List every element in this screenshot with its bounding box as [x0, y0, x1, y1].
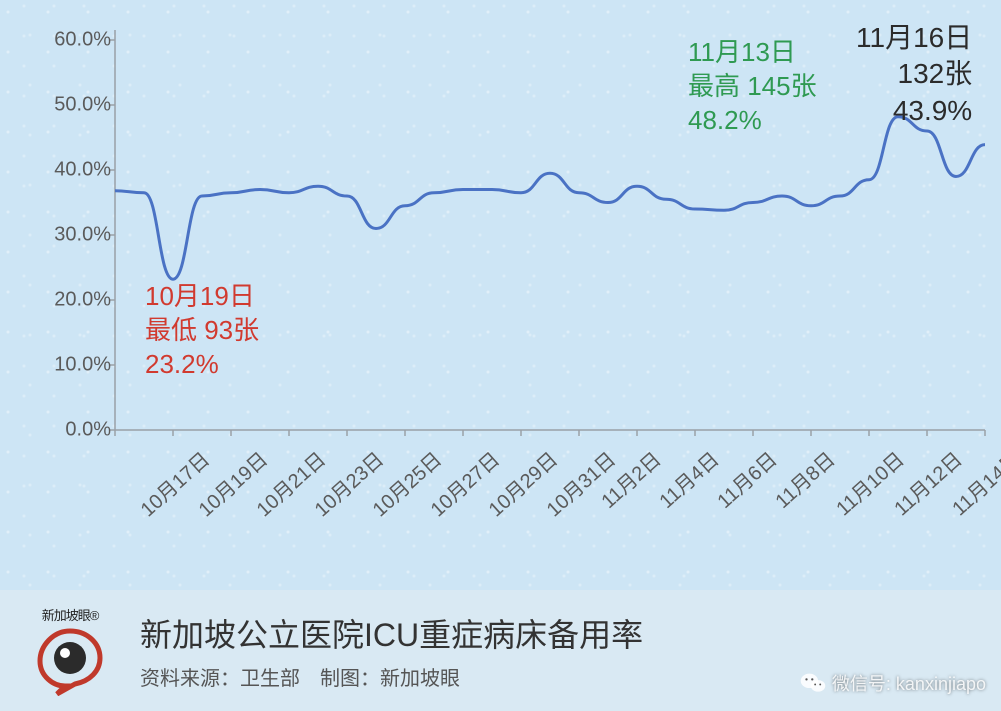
- y-tick-label: 60.0%: [41, 29, 111, 52]
- annotation-low-date: 10月19日: [145, 280, 259, 314]
- y-tick-label: 40.0%: [41, 159, 111, 182]
- data-line: [115, 117, 985, 280]
- annotation-high-count: 最高 145张: [688, 70, 817, 104]
- y-tick-label: 10.0%: [41, 354, 111, 377]
- annotation-low-count: 最低 93张: [145, 314, 259, 348]
- eye-icon: [35, 626, 105, 696]
- watermark-label: 微信号: kanxinjiapo: [832, 670, 986, 696]
- y-tick-label: 20.0%: [41, 289, 111, 312]
- plot-area: 0.0%10.0%20.0%30.0%40.0%50.0%60.0% 10月17…: [0, 0, 1001, 590]
- watermark: 微信号: kanxinjiapo: [800, 670, 986, 696]
- annotation-high-pct: 48.2%: [688, 104, 817, 138]
- annotation-high: 11月13日 最高 145张 48.2%: [688, 36, 817, 137]
- annotation-low: 10月19日 最低 93张 23.2%: [145, 280, 259, 381]
- y-tick-label: 30.0%: [41, 224, 111, 247]
- annotation-high-date: 11月13日: [688, 36, 817, 70]
- annotation-last-count: 132张: [856, 56, 972, 92]
- y-tick-label: 0.0%: [41, 419, 111, 442]
- chart-source: 资料来源：卫生部 制图：新加坡眼: [140, 662, 643, 691]
- logo-label: 新加坡眼®: [42, 605, 99, 624]
- footer-text: 新加坡公立医院ICU重症病床备用率 资料来源：卫生部 制图：新加坡眼: [140, 610, 643, 691]
- y-tick-label: 50.0%: [41, 94, 111, 117]
- chart-title: 新加坡公立医院ICU重症病床备用率: [140, 610, 643, 656]
- logo: 新加坡眼®: [20, 605, 120, 696]
- annotation-last-date: 11月16日: [856, 20, 972, 56]
- wechat-icon: [800, 672, 826, 694]
- annotation-last: 11月16日 132张 43.9%: [856, 20, 972, 129]
- annotation-low-pct: 23.2%: [145, 348, 259, 382]
- annotation-last-pct: 43.9%: [856, 93, 972, 129]
